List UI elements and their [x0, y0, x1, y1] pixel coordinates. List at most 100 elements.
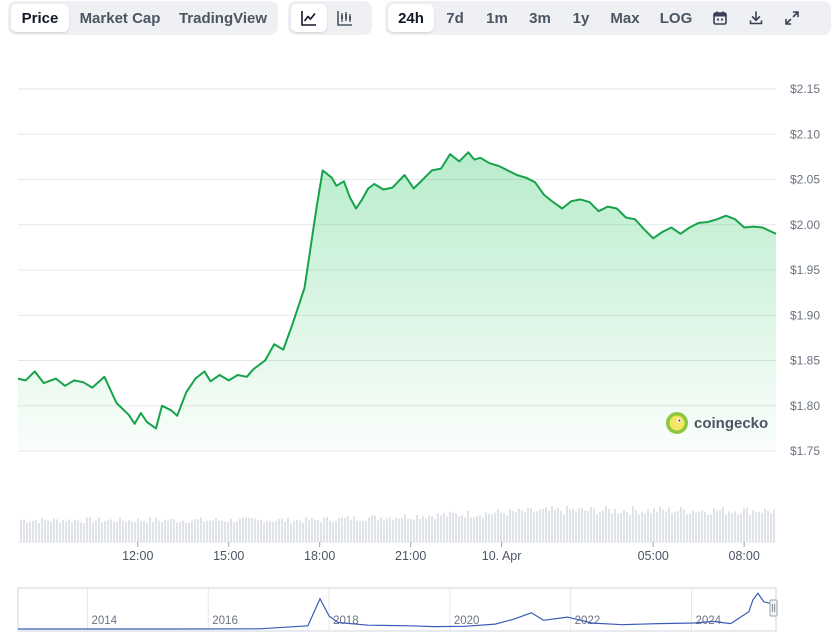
- volume-bar: [206, 520, 208, 542]
- volume-bar: [614, 508, 616, 542]
- volume-bar: [335, 521, 337, 542]
- volume-bar: [488, 513, 490, 542]
- volume-bar: [623, 510, 625, 542]
- volume-bar: [266, 521, 268, 542]
- volume-bar: [50, 521, 52, 542]
- volume-bar: [116, 522, 118, 542]
- volume-bar: [59, 522, 61, 542]
- volume-bar: [188, 523, 190, 542]
- tab-3m[interactable]: 3m: [529, 9, 551, 27]
- tab-1m[interactable]: 1m: [486, 9, 508, 27]
- tab-1y[interactable]: 1y: [572, 9, 590, 27]
- volume-bar: [185, 522, 187, 542]
- volume-bar: [773, 509, 775, 542]
- volume-bar: [236, 521, 238, 542]
- volume-bar: [374, 515, 376, 542]
- volume-bar: [326, 517, 328, 542]
- tab-log[interactable]: LOG: [659, 9, 693, 27]
- navigator-right-handle[interactable]: [769, 599, 778, 617]
- volume-bar: [752, 510, 754, 542]
- volume-bar: [128, 520, 130, 542]
- volume-bar: [287, 517, 289, 542]
- volume-bar: [701, 510, 703, 542]
- tab-tradingview[interactable]: TradingView: [178, 9, 268, 27]
- volume-bar: [392, 520, 394, 542]
- volume-bar: [161, 521, 163, 542]
- volume-bar: [44, 519, 46, 542]
- volume-bar: [410, 518, 412, 542]
- volume-bar: [767, 510, 769, 542]
- volume-bar: [449, 511, 451, 542]
- volume-bar: [761, 512, 763, 542]
- volume-bar: [26, 522, 28, 542]
- volume-bar: [317, 520, 319, 542]
- volume-bar: [545, 507, 547, 542]
- y-tick-label: $1.95: [790, 263, 820, 277]
- x-tick-label: 15:00: [213, 549, 244, 563]
- volume-bar: [38, 522, 40, 542]
- chart-type-group: [288, 1, 372, 35]
- volume-bar: [353, 516, 355, 542]
- calendar-button[interactable]: [702, 4, 738, 32]
- line-chart-button[interactable]: [291, 4, 327, 32]
- volume-bar: [320, 522, 322, 542]
- volume-bar: [554, 509, 556, 542]
- volume-bar: [242, 518, 244, 542]
- download-button[interactable]: [738, 4, 774, 32]
- volume-bar: [143, 521, 145, 542]
- volume-bar: [560, 511, 562, 542]
- volume-bar: [479, 515, 481, 542]
- volume-bar: [65, 521, 67, 542]
- volume-bar: [503, 513, 505, 542]
- volume-bar: [437, 513, 439, 542]
- volume-bar: [458, 516, 460, 542]
- tab-price[interactable]: Price: [11, 4, 69, 32]
- volume-bar: [275, 521, 277, 542]
- volume-bar: [308, 520, 310, 542]
- volume-bar: [638, 514, 640, 542]
- volume-bar: [83, 523, 85, 542]
- volume-bar: [263, 523, 265, 542]
- volume-bar: [104, 520, 106, 542]
- volume-bar: [770, 512, 772, 542]
- volume-bar: [68, 519, 70, 542]
- volume-bar: [401, 518, 403, 542]
- volume-bar: [86, 517, 88, 542]
- volume-bar: [329, 520, 331, 542]
- volume-bar: [368, 517, 370, 542]
- volume-bar: [362, 521, 364, 542]
- tab-max[interactable]: Max: [610, 9, 640, 27]
- volume-bar: [683, 509, 685, 542]
- volume-bar: [662, 509, 664, 542]
- volume-bar: [584, 510, 586, 542]
- volume-bar: [356, 520, 358, 542]
- volume-bar: [101, 522, 103, 542]
- volume-bar: [713, 508, 715, 542]
- volume-bar: [176, 522, 178, 542]
- price-chart[interactable]: $1.75 $1.80 $1.85 $1.90 $1.95 $2.00 $2.05 $2.10…: [0, 40, 840, 640]
- candlestick-chart-button[interactable]: [327, 4, 363, 32]
- fullscreen-button[interactable]: [774, 4, 810, 32]
- volume-bar: [740, 513, 742, 542]
- volume-bar: [749, 514, 751, 542]
- volume-bar: [224, 521, 226, 542]
- volume-bar: [425, 518, 427, 542]
- coingecko-watermark: coingecko: [666, 412, 768, 434]
- y-tick-label: $2.10: [790, 127, 820, 141]
- volume-bar: [470, 517, 472, 542]
- volume-bar: [704, 512, 706, 542]
- volume-bar: [527, 507, 529, 542]
- volume-bar: [620, 513, 622, 542]
- tab-market-cap[interactable]: Market Cap: [79, 9, 161, 27]
- range-tab-group: 24h 7d 1m 3m 1y Max LOG: [385, 1, 831, 35]
- volume-bar: [314, 519, 316, 542]
- navigator[interactable]: 2014 2016 2018 2020 2022 2024: [17, 587, 778, 632]
- volume-bar: [710, 514, 712, 542]
- volume-bar: [254, 518, 256, 542]
- chart-toolbar: Price Market Cap TradingView 24h 7d 1m 3…: [8, 0, 832, 36]
- y-tick-label: $1.75: [790, 444, 820, 458]
- volume-bar: [431, 516, 433, 542]
- tab-7d[interactable]: 7d: [446, 9, 464, 27]
- tab-24h[interactable]: 24h: [388, 4, 434, 32]
- volume-bar: [500, 512, 502, 542]
